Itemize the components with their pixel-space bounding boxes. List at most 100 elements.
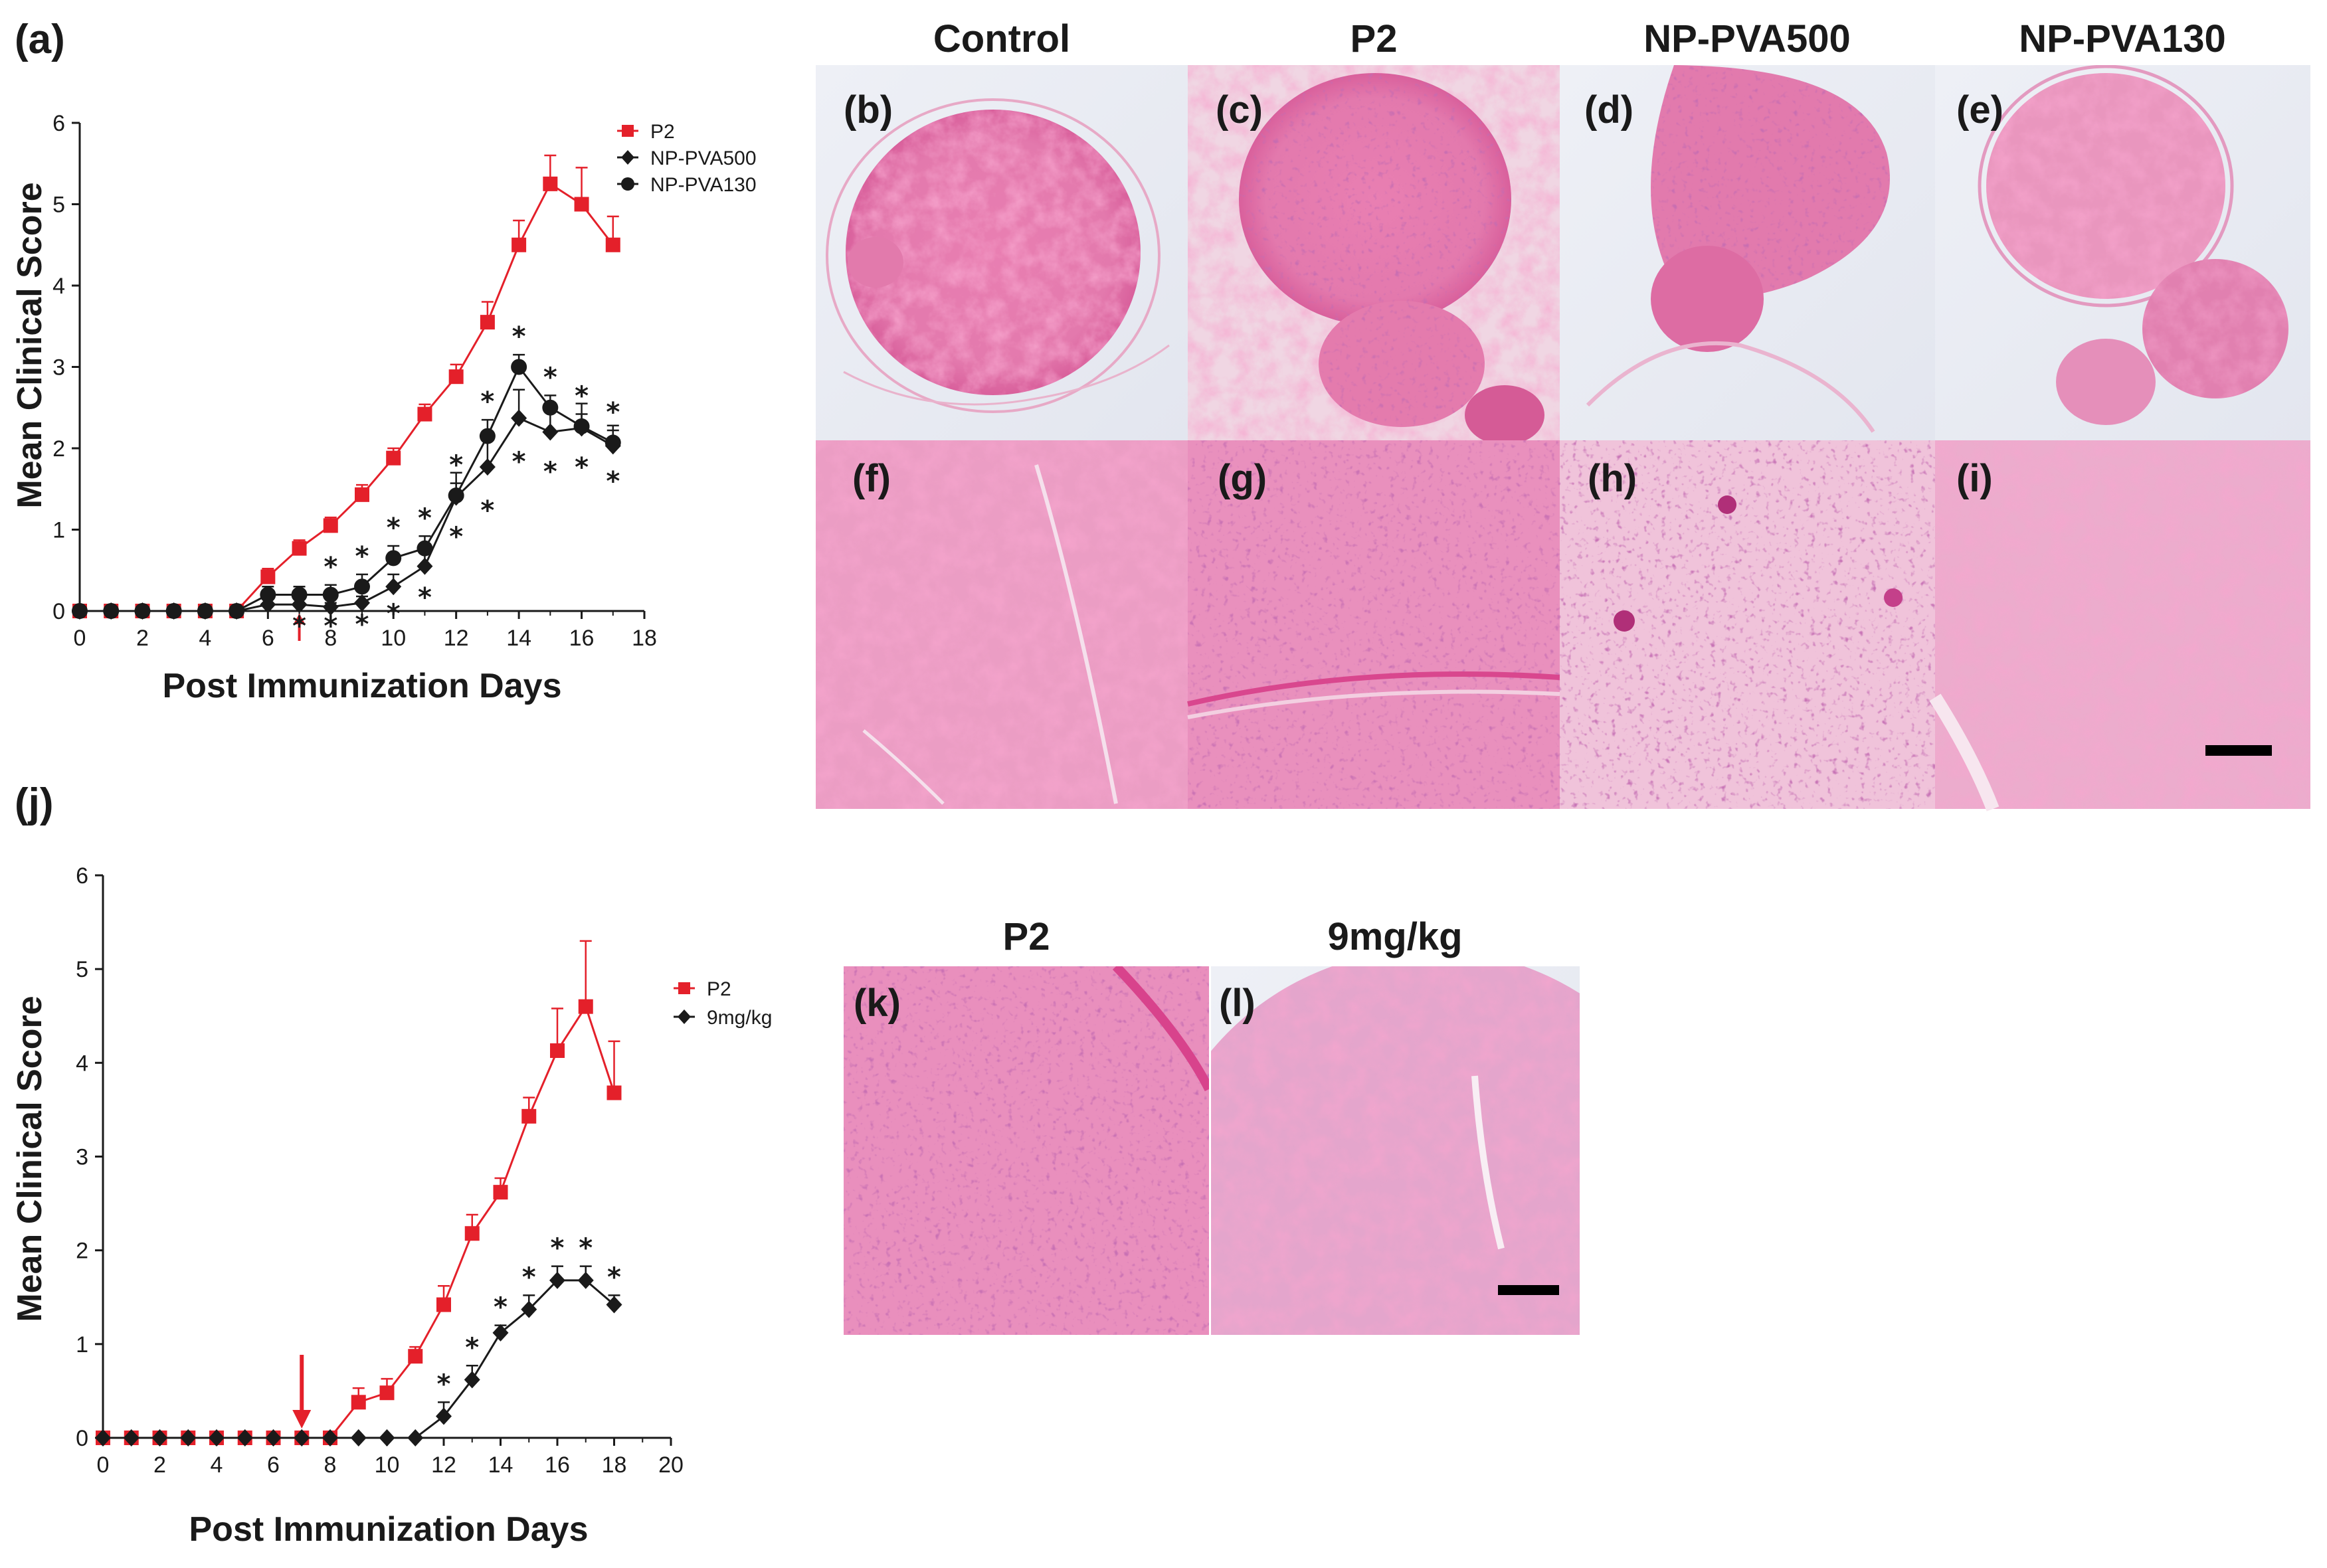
significance-star: * <box>324 611 337 642</box>
data-point <box>512 237 527 252</box>
significance-star: * <box>324 552 337 582</box>
data-point <box>351 1395 366 1410</box>
col-title: 9mg/kg <box>1327 915 1462 958</box>
panel-letter: (h) <box>1588 457 1637 500</box>
x-tick-label: 6 <box>267 1452 280 1478</box>
series-1: * * * * * * * <box>95 1233 622 1446</box>
data-point <box>542 423 559 441</box>
chart-a: Mean Clinical Score Post Immunization Da… <box>11 111 757 705</box>
micrograph-c <box>1188 65 1560 440</box>
data-point <box>385 578 402 596</box>
micrograph-g <box>1187 440 1560 809</box>
data-point <box>417 540 433 557</box>
data-point <box>549 1271 565 1289</box>
data-point <box>322 598 339 616</box>
micrograph-f <box>816 440 1188 809</box>
scale-bar <box>2205 745 2272 756</box>
data-point <box>577 1271 594 1289</box>
significance-star: * <box>575 381 589 412</box>
data-point <box>260 569 276 584</box>
data-point <box>543 176 558 191</box>
significance-star: * <box>437 1369 451 1399</box>
series-0 <box>96 940 622 1445</box>
legend-marker <box>678 1009 691 1024</box>
significance-star: * <box>449 521 463 552</box>
x-axis-title: Post Immunization Days <box>189 1510 589 1549</box>
x-tick-label: 18 <box>602 1452 627 1478</box>
x-axis-title: Post Immunization Days <box>163 667 562 705</box>
x-tick-label: 20 <box>658 1452 684 1478</box>
legend-label: 9mg/kg <box>707 1007 772 1029</box>
panel-letter: (i) <box>1956 457 1993 500</box>
data-point <box>511 359 527 375</box>
significance-star: * <box>575 452 589 483</box>
panel-letter: (l) <box>1219 982 1256 1025</box>
x-tick-label: 10 <box>381 626 406 651</box>
significance-star: * <box>606 466 620 497</box>
data-point <box>209 1429 225 1446</box>
x-tick-label: 2 <box>153 1452 166 1478</box>
y-tick-label: 2 <box>52 436 65 462</box>
significance-star: * <box>480 387 494 417</box>
data-point <box>323 518 338 533</box>
significance-star: * <box>480 495 494 526</box>
column-titles-bottom: P2 9mg/kg <box>1003 915 1463 958</box>
data-point <box>265 1429 282 1446</box>
legend: P2 NP-PVA500 NP-PVA130 <box>617 121 757 196</box>
data-point <box>521 1300 537 1318</box>
data-point <box>464 1226 480 1241</box>
data-point <box>292 541 307 556</box>
data-point <box>229 603 245 619</box>
y-tick-label: 5 <box>52 193 65 218</box>
data-point <box>123 1429 140 1446</box>
data-point <box>550 1043 565 1058</box>
significance-star: * <box>418 503 432 533</box>
y-tick-label: 3 <box>76 1145 88 1170</box>
y-tick-label: 5 <box>76 957 88 982</box>
data-point <box>291 586 308 603</box>
significance-star: * <box>355 541 369 572</box>
x-tick-label: 0 <box>97 1452 110 1478</box>
series-line <box>80 416 614 612</box>
data-point <box>479 428 496 444</box>
micrograph-letters: (b) (c) (d) (e) (f) (g) (h) (i) (k) (l) <box>844 88 2003 1025</box>
y-tick-label: 0 <box>52 599 65 624</box>
x-tick-label: 14 <box>506 626 531 651</box>
series-line <box>103 1004 615 1439</box>
data-point <box>542 399 559 416</box>
x-tick-label: 4 <box>199 626 211 651</box>
x-tick-label: 12 <box>431 1452 456 1478</box>
x-tick-label: 8 <box>324 1452 337 1478</box>
y-axis-title: Mean Clinical Score <box>11 182 49 508</box>
data-point <box>436 1407 452 1425</box>
significance-star: * <box>543 456 557 487</box>
series-line <box>80 182 614 612</box>
data-point <box>448 487 464 504</box>
data-point <box>448 369 464 385</box>
x-tick-label: 18 <box>632 626 657 651</box>
significance-star: * <box>387 513 401 543</box>
panel-letter: (f) <box>852 457 891 500</box>
x-tick-label: 0 <box>74 626 86 651</box>
y-tick-label: 3 <box>52 355 65 381</box>
data-point <box>574 197 589 212</box>
data-point <box>407 1429 424 1446</box>
micrograph-l <box>1211 966 1580 1335</box>
micrograph-h <box>1560 440 1935 809</box>
significance-star: * <box>522 1262 536 1292</box>
significance-star: * <box>449 450 463 481</box>
data-point <box>197 603 213 619</box>
data-point <box>521 1108 537 1124</box>
significance-star: * <box>579 1233 593 1264</box>
panel-letter: (d) <box>1584 88 1633 131</box>
treatment-arrow-head <box>293 614 306 624</box>
micrograph-grid <box>816 65 2310 1335</box>
panel-letter: (j) <box>15 780 54 826</box>
data-point <box>578 999 593 1014</box>
data-point <box>95 1429 111 1446</box>
y-axis-title: Mean Clinical Score <box>11 996 49 1322</box>
data-point <box>464 1371 480 1389</box>
legend-label: NP-PVA500 <box>650 147 757 169</box>
